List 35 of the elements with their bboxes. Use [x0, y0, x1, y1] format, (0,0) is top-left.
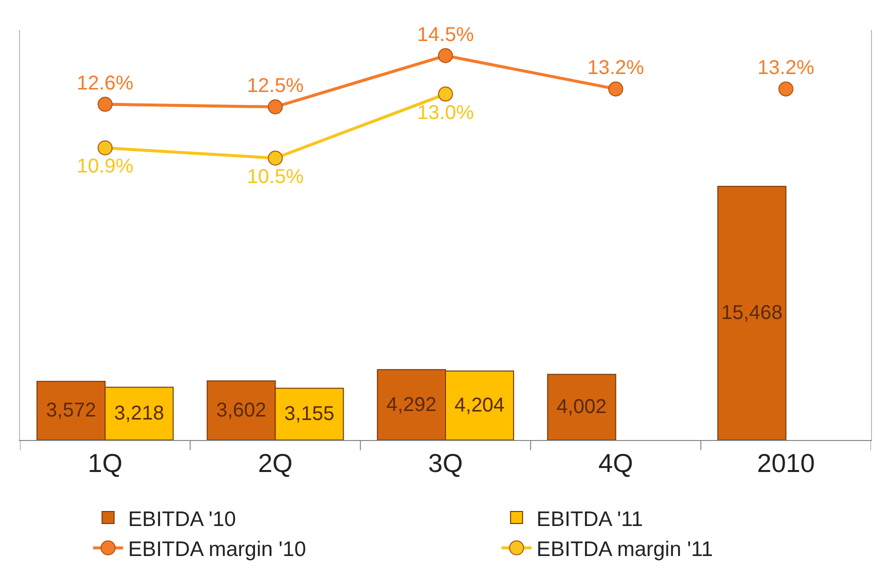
point: [268, 150, 283, 166]
x-tick-label: 4Q: [598, 448, 634, 478]
data-label: 13.2%: [587, 57, 644, 80]
legend-label: EBITDA margin '10: [128, 538, 306, 562]
data-label: 3,218: [114, 402, 164, 425]
data-label: 14.5%: [417, 24, 474, 46]
data-label: 3,155: [284, 403, 334, 426]
data-label: 10.5%: [246, 166, 304, 188]
data-label: 13.0%: [417, 102, 474, 124]
data-label: 3,572: [46, 400, 96, 422]
point: [778, 81, 794, 96]
data-label: 15,468: [721, 302, 782, 324]
x-tick-label: 3Q: [428, 448, 463, 478]
point: [438, 48, 453, 64]
bar: [717, 186, 786, 440]
data-label: 3,602: [216, 399, 266, 422]
data-label: 10.9%: [76, 156, 134, 178]
legend-label: EBITDA margin '11: [536, 538, 713, 562]
bar: [547, 374, 616, 440]
data-label: 4,292: [386, 394, 436, 416]
legend-label: EBITDA '11: [536, 508, 643, 531]
point: [98, 96, 113, 112]
point: [98, 140, 113, 156]
data-label: 12.5%: [246, 75, 304, 98]
data-label: 13.2%: [758, 57, 814, 80]
point: [268, 99, 283, 114]
data-label: 12.6%: [76, 72, 134, 95]
x-tick-label: 1Q: [88, 448, 122, 478]
x-tick-label: 2010: [756, 448, 815, 478]
point: [438, 86, 453, 102]
x-tick-label: 2Q: [258, 448, 293, 478]
data-label: 4,204: [454, 394, 505, 417]
legend-label: EBITDA '10: [128, 508, 236, 531]
point: [608, 81, 624, 96]
data-label: 4,002: [556, 396, 607, 418]
